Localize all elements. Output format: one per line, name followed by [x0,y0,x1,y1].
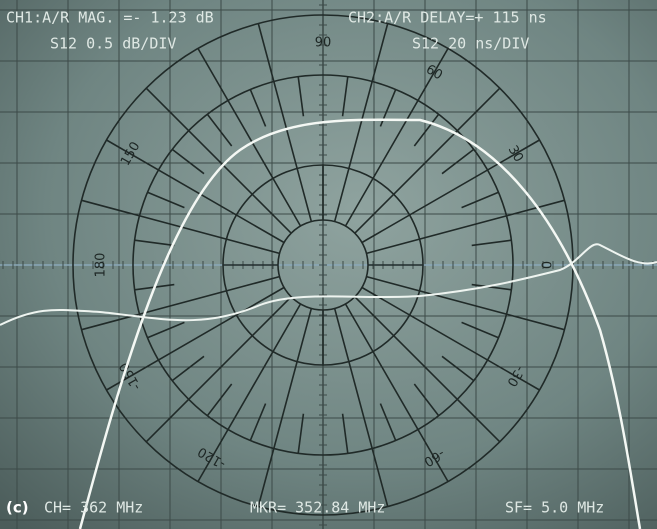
spoke [106,286,285,391]
angle-label: 60 [423,62,445,83]
spoke [441,148,475,175]
ch2-readout: CH2:A/R DELAY=+ 115 ns [348,9,547,27]
spoke [249,89,267,127]
panel-label: (c) [6,499,29,517]
center-frequency: CH= 362 MHz [44,499,143,517]
spoke [341,76,349,117]
spoke [145,87,292,234]
spoke [461,321,499,339]
angle-label: 30 [505,143,526,165]
spoke [471,283,512,291]
span: SF= 5.0 MHz [505,499,604,517]
delay-trace [0,243,657,326]
spoke [366,199,565,255]
spoke [361,286,540,391]
magnitude-trace [78,118,642,529]
spoke [354,296,501,443]
spoke [344,48,449,227]
spoke [354,87,501,234]
spoke [297,76,305,117]
spoke [413,113,440,147]
spoke [171,355,205,382]
angle-label: 90 [315,36,332,51]
angle-label: 0 [538,261,553,269]
ch2-scale: S12 20 ns/DIV [412,35,529,53]
spoke [206,383,233,417]
spoke [297,413,305,454]
spoke [413,383,440,417]
spoke [341,413,349,454]
spoke [257,23,313,222]
ch1-readout: CH1:A/R MAG. =- 1.23 dB [6,9,214,27]
spoke [197,48,302,227]
ch1-scale: S12 0.5 dB/DIV [50,35,176,53]
spoke [366,275,565,331]
spoke [471,239,512,247]
angle-label: 180 [94,253,109,278]
spoke [379,403,397,441]
ring [132,74,514,456]
spoke [344,303,449,482]
spoke [134,239,175,247]
spoke [197,303,302,482]
spoke [333,23,389,222]
spoke [145,296,292,443]
spoke [333,308,389,507]
spoke [461,191,499,209]
spoke [171,148,205,175]
spoke [441,355,475,382]
marker-frequency: MKR= 352.84 MHz [250,499,385,517]
spoke [106,139,285,244]
spoke [147,191,185,209]
spoke [257,308,313,507]
spoke [206,113,233,147]
spoke [81,275,280,331]
spoke [249,403,267,441]
spoke [147,321,185,339]
spoke [361,139,540,244]
